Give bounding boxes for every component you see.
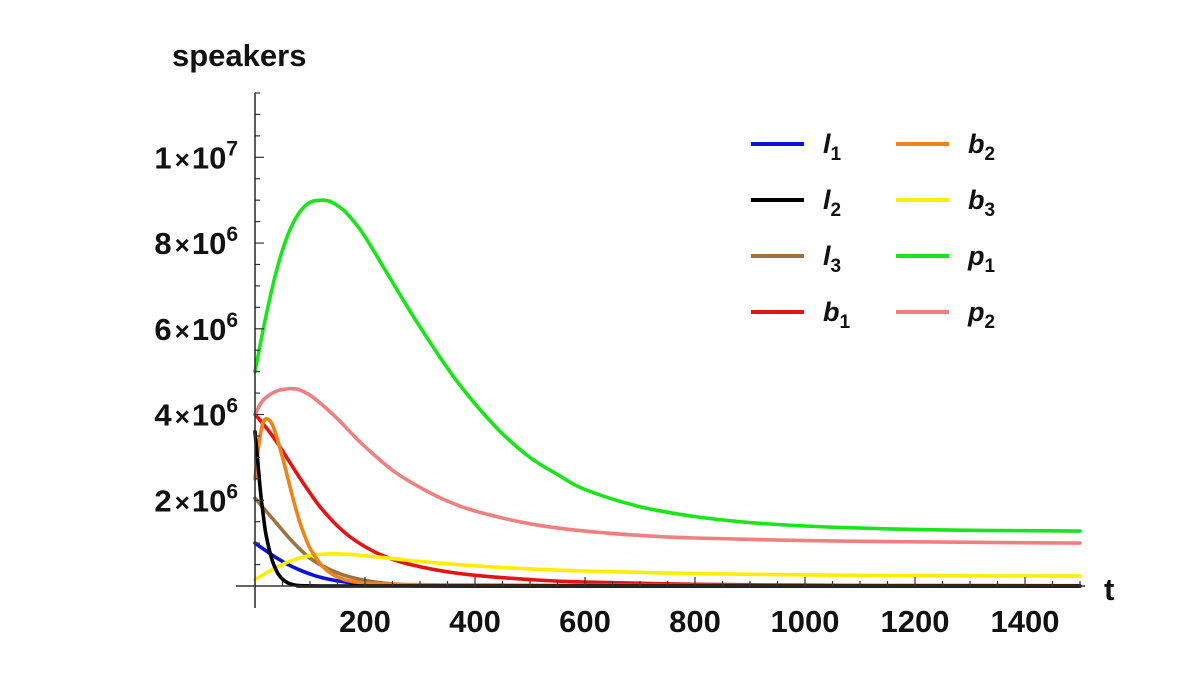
y-axis-title: speakers: [172, 38, 306, 73]
x-axis-title: t: [1104, 572, 1114, 607]
legend-label-b3: b3: [968, 185, 995, 221]
series-line-l1: [253, 541, 1082, 588]
legend-label-b2: b2: [968, 129, 995, 165]
x-tick-label: 800: [669, 604, 721, 639]
legend: l1 l2 l3 b1 b2 b3 p1 p2: [751, 129, 996, 333]
x-tick-label: 400: [449, 604, 501, 639]
x-tick-label: 600: [559, 604, 611, 639]
legend-label-p2: p2: [967, 297, 995, 333]
legend-label-p1: p1: [967, 241, 996, 277]
legend-label-l2: l2: [823, 185, 841, 221]
legend-label-b1: b1: [823, 297, 851, 333]
x-tick-label: 200: [339, 604, 391, 639]
legend-label-l1: l1: [823, 129, 842, 165]
y-tick-label: 2 ×106: [154, 480, 238, 518]
y-tick-label: 4 ×106: [154, 395, 238, 433]
labels-layer: 200 400 600 800 1000 1200 1400 2 ×106 4 ×106 6 ×106 8…: [154, 137, 1059, 639]
x-tick-label: 1200: [881, 604, 950, 639]
series-line-p1: [253, 198, 1082, 533]
y-tick-label: 6 ×106: [154, 309, 238, 347]
y-tick-label: 8 ×106: [154, 223, 238, 261]
x-tick-label: 1400: [991, 604, 1060, 639]
y-tick-label: 1 ×107: [154, 137, 238, 175]
legend-label-l3: l3: [823, 241, 841, 277]
series-line-b2: [253, 416, 1082, 588]
x-tick-label: 1000: [771, 604, 840, 639]
series-layer: [253, 198, 1082, 588]
series-line-p2: [253, 386, 1082, 545]
series-line-b3: [253, 552, 1082, 582]
series-line-l2: [253, 429, 1082, 588]
series-line-b1: [253, 412, 1082, 588]
ticks-layer: [255, 92, 1081, 586]
